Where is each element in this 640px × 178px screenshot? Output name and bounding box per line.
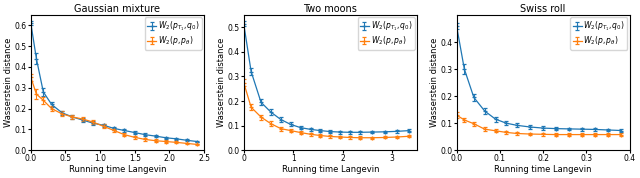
Legend: $W_2(p_{T_1}, q_0)$, $W_2(p, p_\theta)$: $W_2(p_{T_1}, q_0)$, $W_2(p, p_\theta)$ [570,17,627,49]
Title: Swiss roll: Swiss roll [520,4,566,14]
Y-axis label: Wasserstein distance: Wasserstein distance [217,38,226,127]
Y-axis label: Wasserstein distance: Wasserstein distance [4,38,13,127]
X-axis label: Running time Langevin: Running time Langevin [282,165,379,174]
Title: Gaussian mixture: Gaussian mixture [74,4,161,14]
X-axis label: Running time Langevin: Running time Langevin [495,165,592,174]
Legend: $W_2(p_{T_1}, q_0)$, $W_2(p, p_\theta)$: $W_2(p_{T_1}, q_0)$, $W_2(p, p_\theta)$ [145,17,202,49]
Title: Two moons: Two moons [303,4,357,14]
Y-axis label: Wasserstein distance: Wasserstein distance [430,38,439,127]
Legend: $W_2(p_{T_1}, q_0)$, $W_2(p, p_\theta)$: $W_2(p_{T_1}, q_0)$, $W_2(p, p_\theta)$ [358,17,415,49]
X-axis label: Running time Langevin: Running time Langevin [68,165,166,174]
